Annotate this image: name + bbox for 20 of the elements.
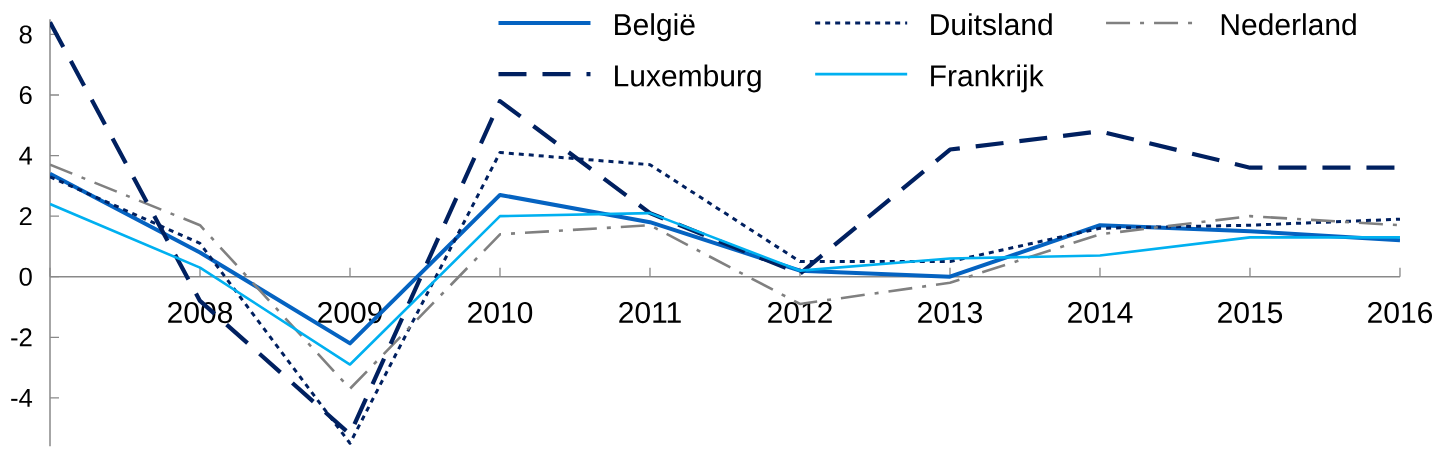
y-tick-label: 0 [19,267,32,286]
y-tick-label: 2 [19,207,32,226]
x-tick-label: 2014 [1068,301,1133,324]
y-tick-label: 4 [19,146,33,165]
x-tick-label: 2016 [1368,301,1433,324]
x-tick-label: 2011 [619,301,681,324]
x-tick-label: 2008 [168,301,233,324]
x-tick-label: 2015 [1218,301,1283,324]
y-tick-label: 8 [19,25,32,44]
legend-label: Nederland [1221,13,1356,36]
legend-label: Luxemburg [615,64,761,93]
x-tick-label: 2010 [468,301,533,324]
x-tick-label: 2013 [918,301,983,324]
y-tick-label: 6 [19,85,32,105]
legend-label: Duitsland [931,13,1052,36]
y-tick-label: -4 [11,389,33,407]
y-tick-label: -2 [11,328,32,347]
legend-label: België [615,13,695,42]
x-tick-label: 2012 [768,301,832,324]
legend-label: Frankrijk [931,64,1044,93]
